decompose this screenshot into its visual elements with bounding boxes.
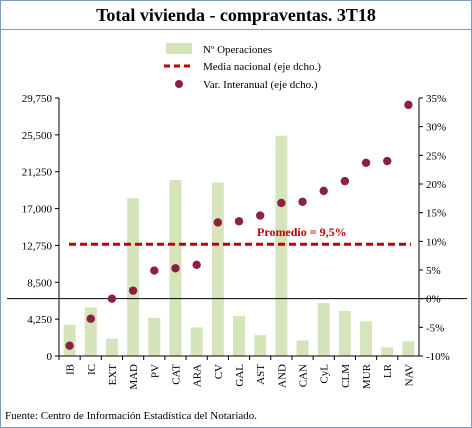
bar-CAN xyxy=(296,340,309,356)
legend: Nº Operaciones Media nacional (eje dcho.… xyxy=(164,43,321,91)
bar-AST xyxy=(254,335,267,356)
bar-CV xyxy=(211,182,224,356)
category-label: CAT xyxy=(170,364,182,385)
point-MUR xyxy=(361,158,371,167)
left-tick-label: 4,250 xyxy=(27,314,52,326)
bar-ARA xyxy=(190,327,203,356)
bar-CLM xyxy=(338,310,351,356)
source-note: Fuente: Centro de Información Estadístic… xyxy=(5,410,258,422)
legend-label-var: Var. Interanual (eje dcho.) xyxy=(203,79,318,91)
bar-MUR xyxy=(360,321,373,356)
category-label: CLM xyxy=(340,364,352,388)
legend-swatch-var xyxy=(175,80,183,88)
left-tick-label: 29,750 xyxy=(22,93,53,105)
legend-swatch-operaciones xyxy=(166,43,192,54)
point-GAL xyxy=(234,217,244,226)
bar-NAV xyxy=(402,341,415,356)
point-ARA xyxy=(192,260,201,270)
category-label: EXT xyxy=(107,364,119,386)
category-label: PV xyxy=(149,364,161,378)
category-label: LR xyxy=(382,363,394,378)
right-tick-label: 20% xyxy=(426,179,446,191)
bar-PV xyxy=(148,317,161,356)
point-NAV xyxy=(404,100,413,110)
category-label: MAD xyxy=(128,364,140,390)
chart-title: Total vivienda - compraventas. 3T18 xyxy=(96,4,376,25)
bar-CyL xyxy=(317,303,330,356)
point-CLM xyxy=(340,176,350,186)
point-CAT xyxy=(171,264,180,273)
bar-LR xyxy=(381,347,394,356)
left-tick-label: 21,250 xyxy=(22,167,53,179)
right-tick-label: 0% xyxy=(426,294,441,306)
average-annotation: Promedio = 9,5% xyxy=(257,225,347,239)
right-tick-label: 5% xyxy=(426,265,441,277)
left-tick-label: 17,000 xyxy=(22,204,53,216)
right-tick-label: 30% xyxy=(426,122,446,134)
category-label: IB xyxy=(65,364,77,375)
right-tick-label: -5% xyxy=(426,322,444,334)
right-tick-label: 25% xyxy=(426,150,446,162)
point-AST xyxy=(255,211,265,220)
point-IB xyxy=(65,341,74,350)
bar-EXT xyxy=(105,338,118,356)
category-label: AND xyxy=(276,364,288,388)
category-label: CAN xyxy=(298,364,310,387)
right-tick-label: 35% xyxy=(426,93,446,105)
point-PV xyxy=(150,266,159,275)
bar-MAD xyxy=(127,198,140,356)
point-LR xyxy=(383,156,392,166)
category-label: MUR xyxy=(361,363,373,389)
left-tick-label: 25,500 xyxy=(22,130,53,142)
chart-title-bar: Total vivienda - compraventas. 3T18 xyxy=(1,1,471,30)
category-label: CV xyxy=(213,364,225,379)
legend-label-operaciones: Nº Operaciones xyxy=(203,44,272,56)
point-CAN xyxy=(298,197,307,206)
category-label: GAL xyxy=(234,364,246,387)
category-label: CyL xyxy=(319,364,331,384)
point-MAD xyxy=(128,286,138,295)
bar-IB xyxy=(63,324,76,356)
right-tick-label: 10% xyxy=(426,236,446,248)
point-CyL xyxy=(319,186,328,196)
left-tick-label: 0 xyxy=(47,351,53,363)
point-IC xyxy=(86,314,95,323)
category-label: NAV xyxy=(403,364,415,386)
point-CV xyxy=(213,218,223,227)
left-tick-label: 12,750 xyxy=(22,240,53,252)
right-tick-label: -10% xyxy=(426,351,450,363)
category-label: ARA xyxy=(192,364,204,387)
category-label: AST xyxy=(255,364,267,385)
left-tick-label: 8,500 xyxy=(27,277,52,289)
bar-GAL xyxy=(233,316,245,356)
legend-label-media: Media nacional (eje dcho.) xyxy=(203,61,321,73)
plot-area: 0 4,250 8,500 12,750 17,000 21,250 25,500 29,75… xyxy=(7,93,467,390)
point-AND xyxy=(277,198,286,208)
bar-AND xyxy=(275,135,288,356)
category-label: IC xyxy=(86,364,98,375)
right-tick-label: 15% xyxy=(426,208,446,220)
point-EXT xyxy=(107,294,117,303)
